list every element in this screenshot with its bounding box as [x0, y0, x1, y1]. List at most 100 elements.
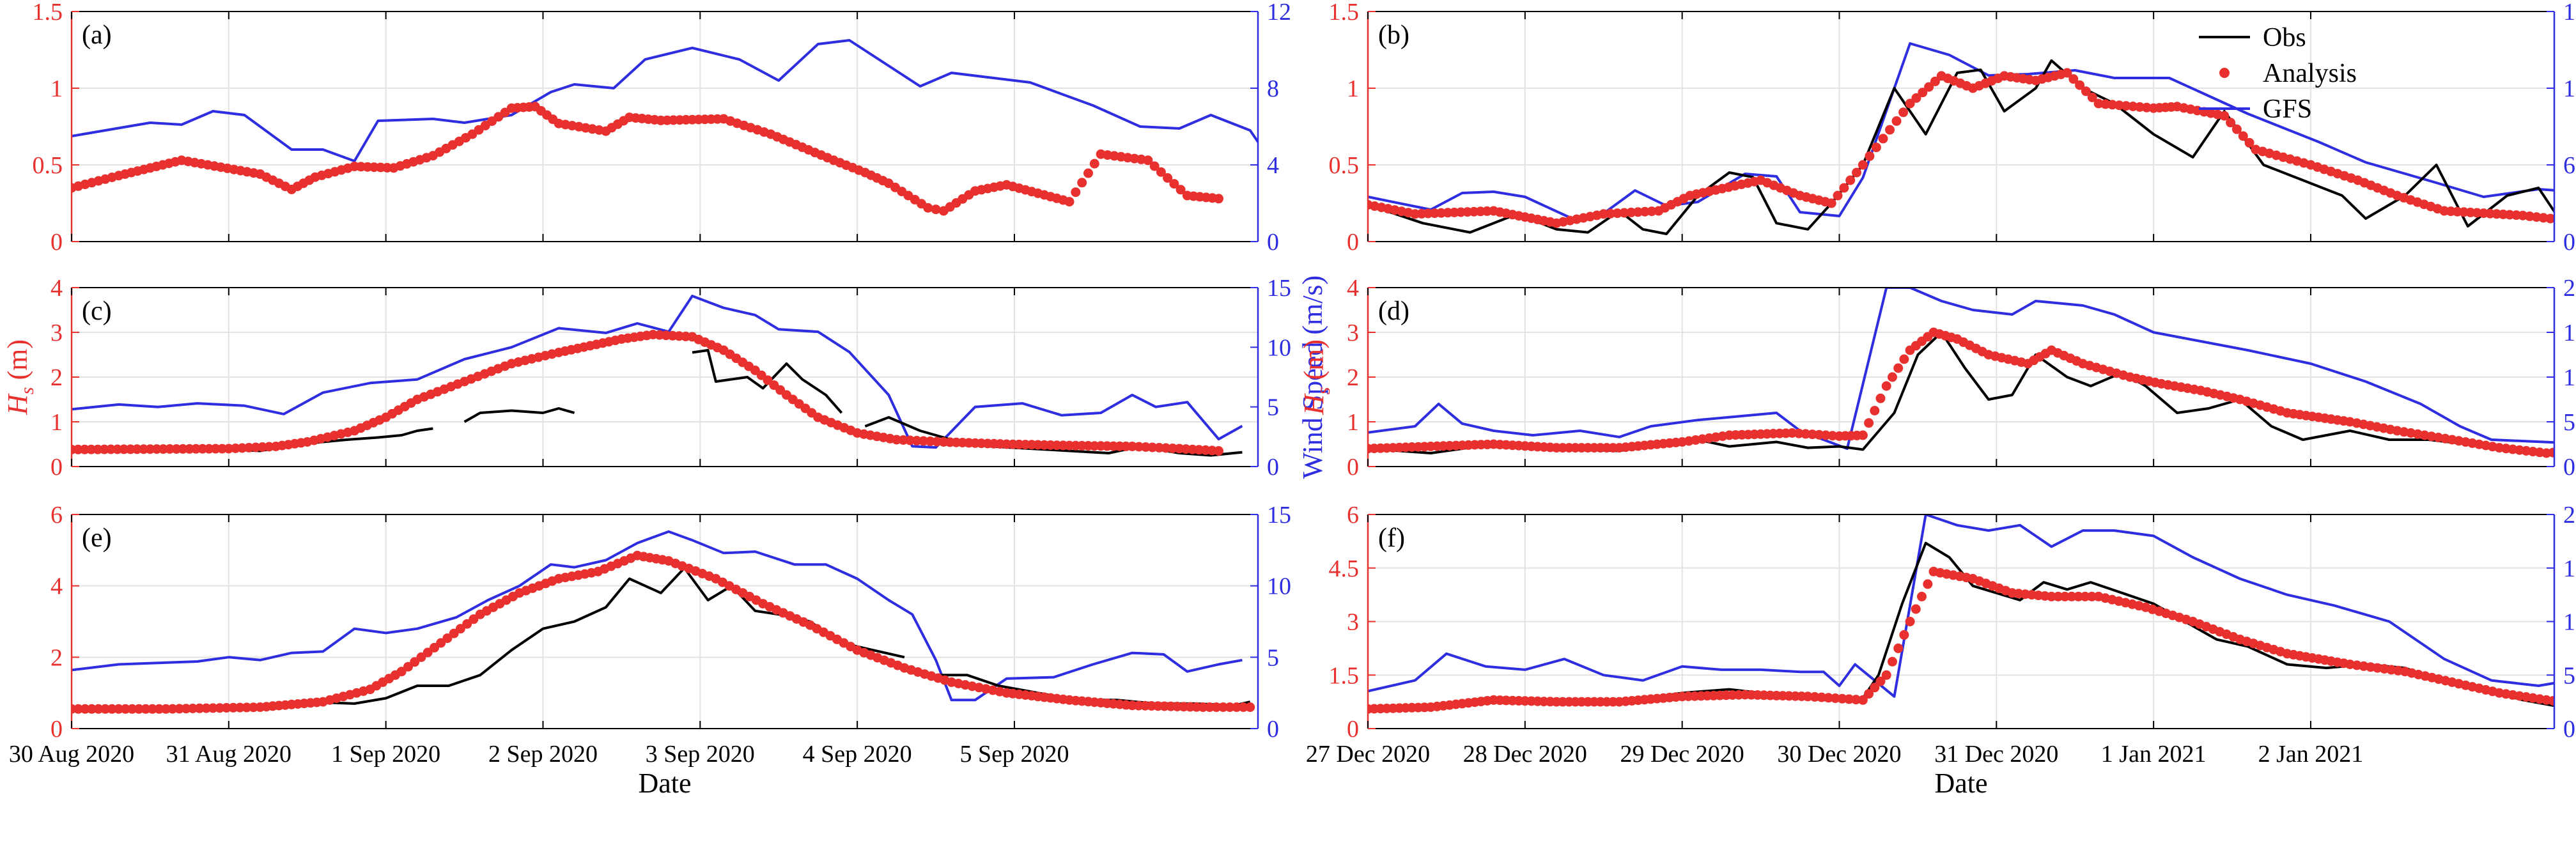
- plot-area: [67, 296, 1243, 456]
- y-tick-label: 4: [50, 573, 63, 600]
- plot-area: [67, 40, 1722, 216]
- analysis-point: [2566, 216, 2576, 226]
- legend-swatch-analysis: [2219, 68, 2230, 78]
- y2-tick-label: 12: [2563, 75, 2576, 102]
- y-tick-label: 0: [50, 716, 63, 743]
- y-tick-label: 2: [50, 364, 63, 391]
- y-tick-label: 0: [1347, 229, 1359, 256]
- x-tick-label: 1 Sep 2020: [331, 741, 440, 768]
- obs-series-line: [465, 408, 575, 422]
- y-tick-label: 0.5: [33, 152, 63, 179]
- y-tick-label: 1: [50, 409, 63, 436]
- analysis-point: [1882, 382, 1891, 391]
- y2-tick-label: 15: [2563, 555, 2576, 582]
- left-axis-title-sub: s: [1313, 387, 1334, 395]
- panel-a: 0 0.5 1 1.5 0 4 8 12 (a): [33, 0, 1722, 256]
- y2-tick-label: 10: [2563, 364, 2576, 391]
- y2-tick-label: 10: [1267, 573, 1291, 600]
- plot-area: [1363, 514, 2576, 714]
- y2-tick-label: 5: [2563, 409, 2575, 436]
- y2-tick-label: 0: [2563, 229, 2575, 256]
- y-tick-label: 3: [1347, 320, 1359, 346]
- panel-label: (d): [1378, 297, 1409, 326]
- analysis-point: [1911, 605, 1921, 614]
- y2-tick-label: 12: [1267, 0, 1291, 26]
- panel-label: (a): [82, 20, 112, 50]
- y2-tick-label: 15: [1267, 502, 1291, 529]
- y2-tick-label: 5: [1267, 394, 1279, 421]
- y-tick-label: 2: [50, 644, 63, 671]
- y2-tick-label: 4: [1267, 152, 1279, 179]
- analysis-point: [1917, 592, 1927, 601]
- y-tick-label: 1.5: [1329, 662, 1360, 689]
- y-tick-label: 2: [1347, 364, 1359, 391]
- x-tick-label: 31 Aug 2020: [166, 741, 291, 768]
- y2-tick-label: 15: [1267, 275, 1291, 302]
- analysis-point: [1839, 183, 1849, 193]
- x-tick-label: 31 Dec 2020: [1934, 741, 2058, 768]
- y-tick-label: 4: [1347, 275, 1359, 302]
- x-axis-label: Date: [638, 768, 691, 799]
- y-tick-label: 1: [1347, 75, 1359, 102]
- y2-tick-label: 5: [2563, 662, 2575, 689]
- y-tick-label: 1: [1347, 409, 1359, 436]
- x-tick-label: 29 Dec 2020: [1620, 741, 1744, 768]
- analysis-point: [1888, 657, 1897, 667]
- analysis-point: [1879, 134, 1888, 143]
- x-tick-label: 1 Jan 2021: [2101, 741, 2207, 768]
- analysis-point: [1865, 151, 1874, 161]
- analysis-point: [1893, 364, 1903, 373]
- y2-tick-label: 10: [1267, 334, 1291, 361]
- panel-label: (e): [82, 523, 112, 553]
- analysis-point: [1833, 191, 1843, 201]
- analysis-point: [1899, 630, 1909, 640]
- analysis-point: [1214, 194, 1223, 203]
- analysis-point: [1923, 579, 1932, 589]
- y2-tick-label: 8: [1267, 75, 1279, 102]
- left-axis-title: Hs (m): [1298, 339, 1334, 415]
- y2-tick-label: 0: [2563, 716, 2575, 743]
- analysis-point: [1090, 159, 1099, 169]
- plot-area: [1363, 288, 2576, 458]
- y-tick-label: 4.5: [1329, 555, 1360, 582]
- analysis-point: [1827, 199, 1836, 208]
- analysis-point: [1882, 670, 1891, 680]
- analysis-point: [2568, 699, 2576, 708]
- left-axis-title-main: H: [2, 393, 33, 415]
- left-axis-title-unit: (m): [1298, 339, 1330, 387]
- y-tick-label: 0: [50, 229, 63, 256]
- y-tick-label: 6: [1347, 502, 1359, 529]
- y2-tick-label: 0: [1267, 454, 1279, 481]
- analysis-point: [1245, 702, 1255, 712]
- x-tick-label: 28 Dec 2020: [1463, 741, 1587, 768]
- x-tick-label: 3 Sep 2020: [646, 741, 755, 768]
- y2-tick-label: 20: [2563, 275, 2576, 302]
- y2-tick-label: 5: [1267, 644, 1279, 671]
- gfs-series-line: [72, 296, 1242, 447]
- y2-tick-label: 0: [2563, 454, 2575, 481]
- analysis-point: [1870, 406, 1879, 415]
- analysis-point: [1083, 169, 1093, 178]
- legend-label-obs: Obs: [2263, 23, 2306, 52]
- x-tick-label: 4 Sep 2020: [803, 741, 912, 768]
- y-tick-label: 1.5: [33, 0, 63, 26]
- analysis-point: [1864, 418, 1874, 428]
- gfs-series-line: [1368, 288, 2576, 449]
- analysis-point: [1071, 187, 1080, 197]
- obs-series-line: [72, 568, 904, 711]
- analysis-point: [1214, 446, 1223, 456]
- left-axis-title-sub: s: [17, 387, 38, 395]
- y2-tick-label: 15: [2563, 320, 2576, 346]
- analysis-point: [2573, 217, 2576, 226]
- y-tick-label: 6: [50, 502, 63, 529]
- y-tick-label: 3: [50, 320, 63, 346]
- analysis-point: [1077, 178, 1087, 187]
- analysis-point: [1905, 617, 1915, 626]
- analysis-point: [1898, 107, 1908, 117]
